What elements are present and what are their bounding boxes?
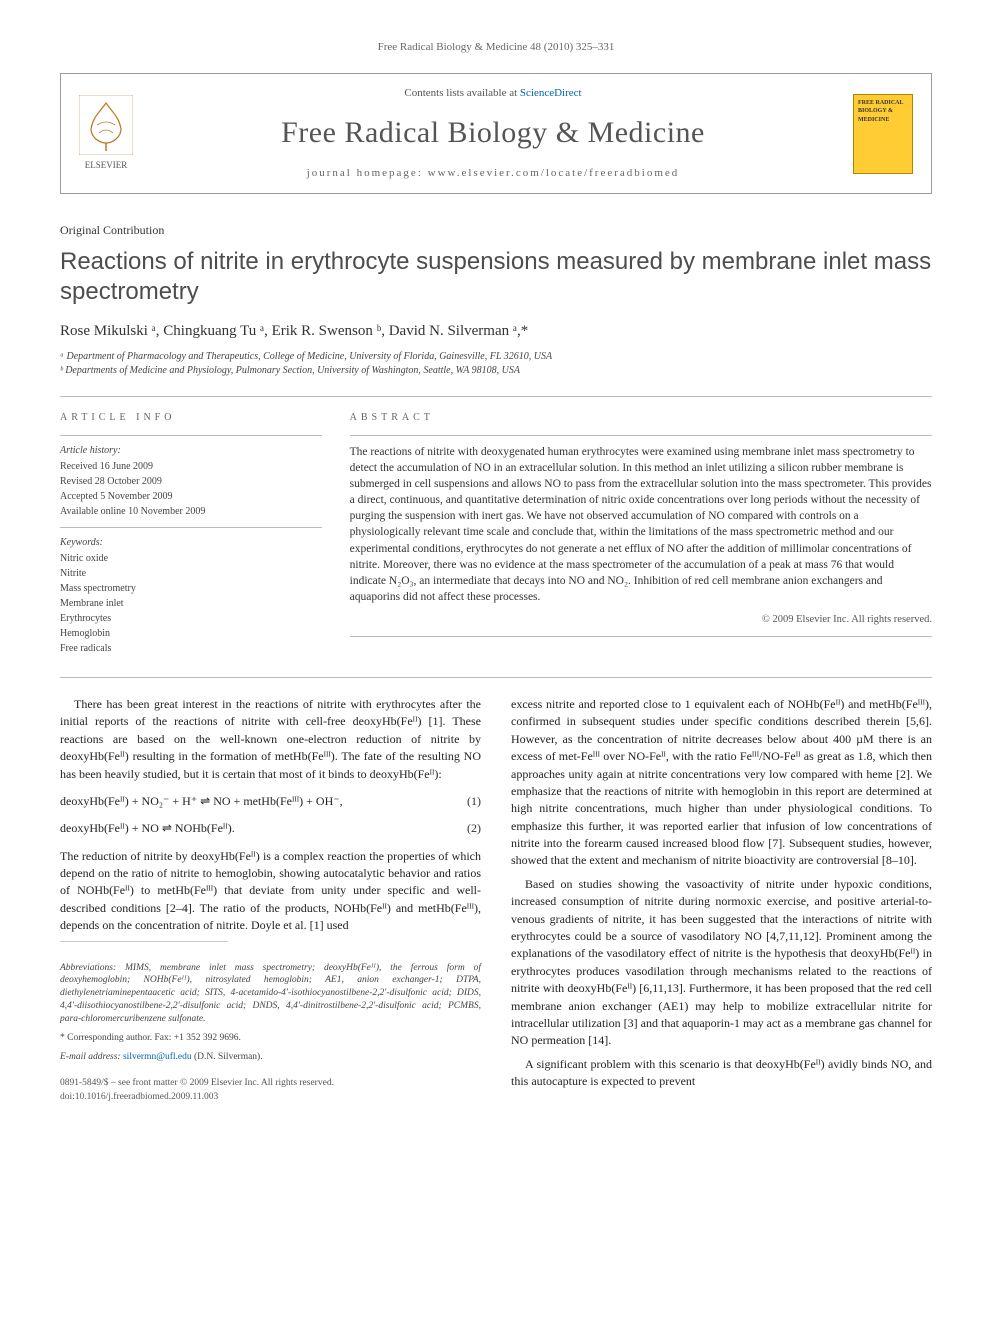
equation-1-number: (1) <box>467 793 481 810</box>
affiliation-a: ᵃ Department of Pharmacology and Therape… <box>60 350 932 364</box>
info-abstract-row: ARTICLE INFO Article history: Received 1… <box>60 411 932 657</box>
email-who: (D.N. Silverman). <box>192 1052 263 1062</box>
keywords-heading: Keywords: <box>60 536 322 550</box>
history-revised: Revised 28 October 2009 <box>60 475 322 489</box>
keyword: Nitric oxide <box>60 552 322 566</box>
keyword: Nitrite <box>60 567 322 581</box>
corresponding-author-footnote: * Corresponding author. Fax: +1 352 392 … <box>60 1032 481 1045</box>
affiliations: ᵃ Department of Pharmacology and Therape… <box>60 350 932 378</box>
equation-1: deoxyHb(Feᴵᴵ) + NO₂⁻ + H⁺ ⇌ NO + metHb(F… <box>60 793 481 810</box>
left-column: There has been great interest in the rea… <box>60 696 481 1105</box>
contents-prefix: Contents lists available at <box>404 87 519 99</box>
body-two-column: There has been great interest in the rea… <box>60 696 932 1105</box>
contents-available-line: Contents lists available at ScienceDirec… <box>133 86 853 101</box>
keyword: Membrane inlet <box>60 597 322 611</box>
equation-2: deoxyHb(Feᴵᴵ) + NO ⇌ NOHb(Feᴵᴵ). (2) <box>60 820 481 837</box>
body-paragraph: A significant problem with this scenario… <box>511 1056 932 1091</box>
corresponding-email-link[interactable]: silvermn@ufl.edu <box>123 1052 192 1062</box>
publisher-logo-block: ELSEVIER <box>79 95 133 172</box>
email-footnote: E-mail address: silvermn@ufl.edu (D.N. S… <box>60 1051 481 1064</box>
history-heading: Article history: <box>60 444 322 458</box>
journal-header: ELSEVIER Contents lists available at Sci… <box>60 73 932 194</box>
abstract-text: The reactions of nitrite with deoxygenat… <box>350 444 932 605</box>
body-paragraph: There has been great interest in the rea… <box>60 696 481 783</box>
affiliation-b: ᵇ Departments of Medicine and Physiology… <box>60 364 932 378</box>
abstract-column: ABSTRACT The reactions of nitrite with d… <box>350 411 932 657</box>
history-accepted: Accepted 5 November 2009 <box>60 490 322 504</box>
doi-line: doi:10.1016/j.freeradbiomed.2009.11.003 <box>60 1091 481 1105</box>
article-title: Reactions of nitrite in erythrocyte susp… <box>60 247 932 307</box>
article-info-heading: ARTICLE INFO <box>60 411 322 425</box>
footnote-rule <box>60 941 228 942</box>
homepage-label: journal homepage: <box>307 167 428 179</box>
publisher-name: ELSEVIER <box>85 159 128 172</box>
abstract-bottom-rule <box>350 636 932 637</box>
right-column: excess nitrite and reported close to 1 e… <box>511 696 932 1105</box>
journal-cover-thumbnail: FREE RADICAL BIOLOGY & MEDICINE <box>853 94 913 174</box>
keyword: Mass spectrometry <box>60 582 322 596</box>
journal-header-center: Contents lists available at ScienceDirec… <box>133 86 853 181</box>
homepage-url[interactable]: www.elsevier.com/locate/freeradbiomed <box>428 167 680 179</box>
divider-rule <box>60 396 932 397</box>
keyword: Hemoglobin <box>60 627 322 641</box>
abbreviations-footnote: Abbreviations: MIMS, membrane inlet mass… <box>60 962 481 1026</box>
abstract-rule <box>350 435 932 436</box>
journal-homepage-line: journal homepage: www.elsevier.com/locat… <box>133 166 853 181</box>
elsevier-tree-icon <box>79 95 133 155</box>
info-rule-2 <box>60 527 322 528</box>
history-received: Received 16 June 2009 <box>60 460 322 474</box>
info-rule-1 <box>60 435 322 436</box>
abstract-copyright: © 2009 Elsevier Inc. All rights reserved… <box>350 613 932 628</box>
history-online: Available online 10 November 2009 <box>60 505 322 519</box>
journal-name: Free Radical Biology & Medicine <box>133 112 853 154</box>
keyword: Free radicals <box>60 642 322 656</box>
body-paragraph: Based on studies showing the vasoactivit… <box>511 876 932 1050</box>
sciencedirect-link[interactable]: ScienceDirect <box>520 87 582 99</box>
email-label: E-mail address: <box>60 1052 123 1062</box>
equation-2-number: (2) <box>467 820 481 837</box>
author-list: Rose Mikulski ᵃ, Chingkuang Tu ᵃ, Erik R… <box>60 321 932 342</box>
equation-2-formula: deoxyHb(Feᴵᴵ) + NO ⇌ NOHb(Feᴵᴵ). <box>60 820 235 837</box>
article-section-label: Original Contribution <box>60 222 932 239</box>
equation-1-formula: deoxyHb(Feᴵᴵ) + NO₂⁻ + H⁺ ⇌ NO + metHb(F… <box>60 793 343 810</box>
cover-title: FREE RADICAL BIOLOGY & MEDICINE <box>858 99 908 124</box>
keyword: Erythrocytes <box>60 612 322 626</box>
abstract-heading: ABSTRACT <box>350 411 932 425</box>
divider-rule-2 <box>60 677 932 678</box>
running-head: Free Radical Biology & Medicine 48 (2010… <box>60 40 932 55</box>
front-matter-line: 0891-5849/$ – see front matter © 2009 El… <box>60 1077 481 1091</box>
body-paragraph: The reduction of nitrite by deoxyHb(Feᴵᴵ… <box>60 848 481 935</box>
article-info-column: ARTICLE INFO Article history: Received 1… <box>60 411 322 657</box>
body-paragraph: excess nitrite and reported close to 1 e… <box>511 696 932 870</box>
